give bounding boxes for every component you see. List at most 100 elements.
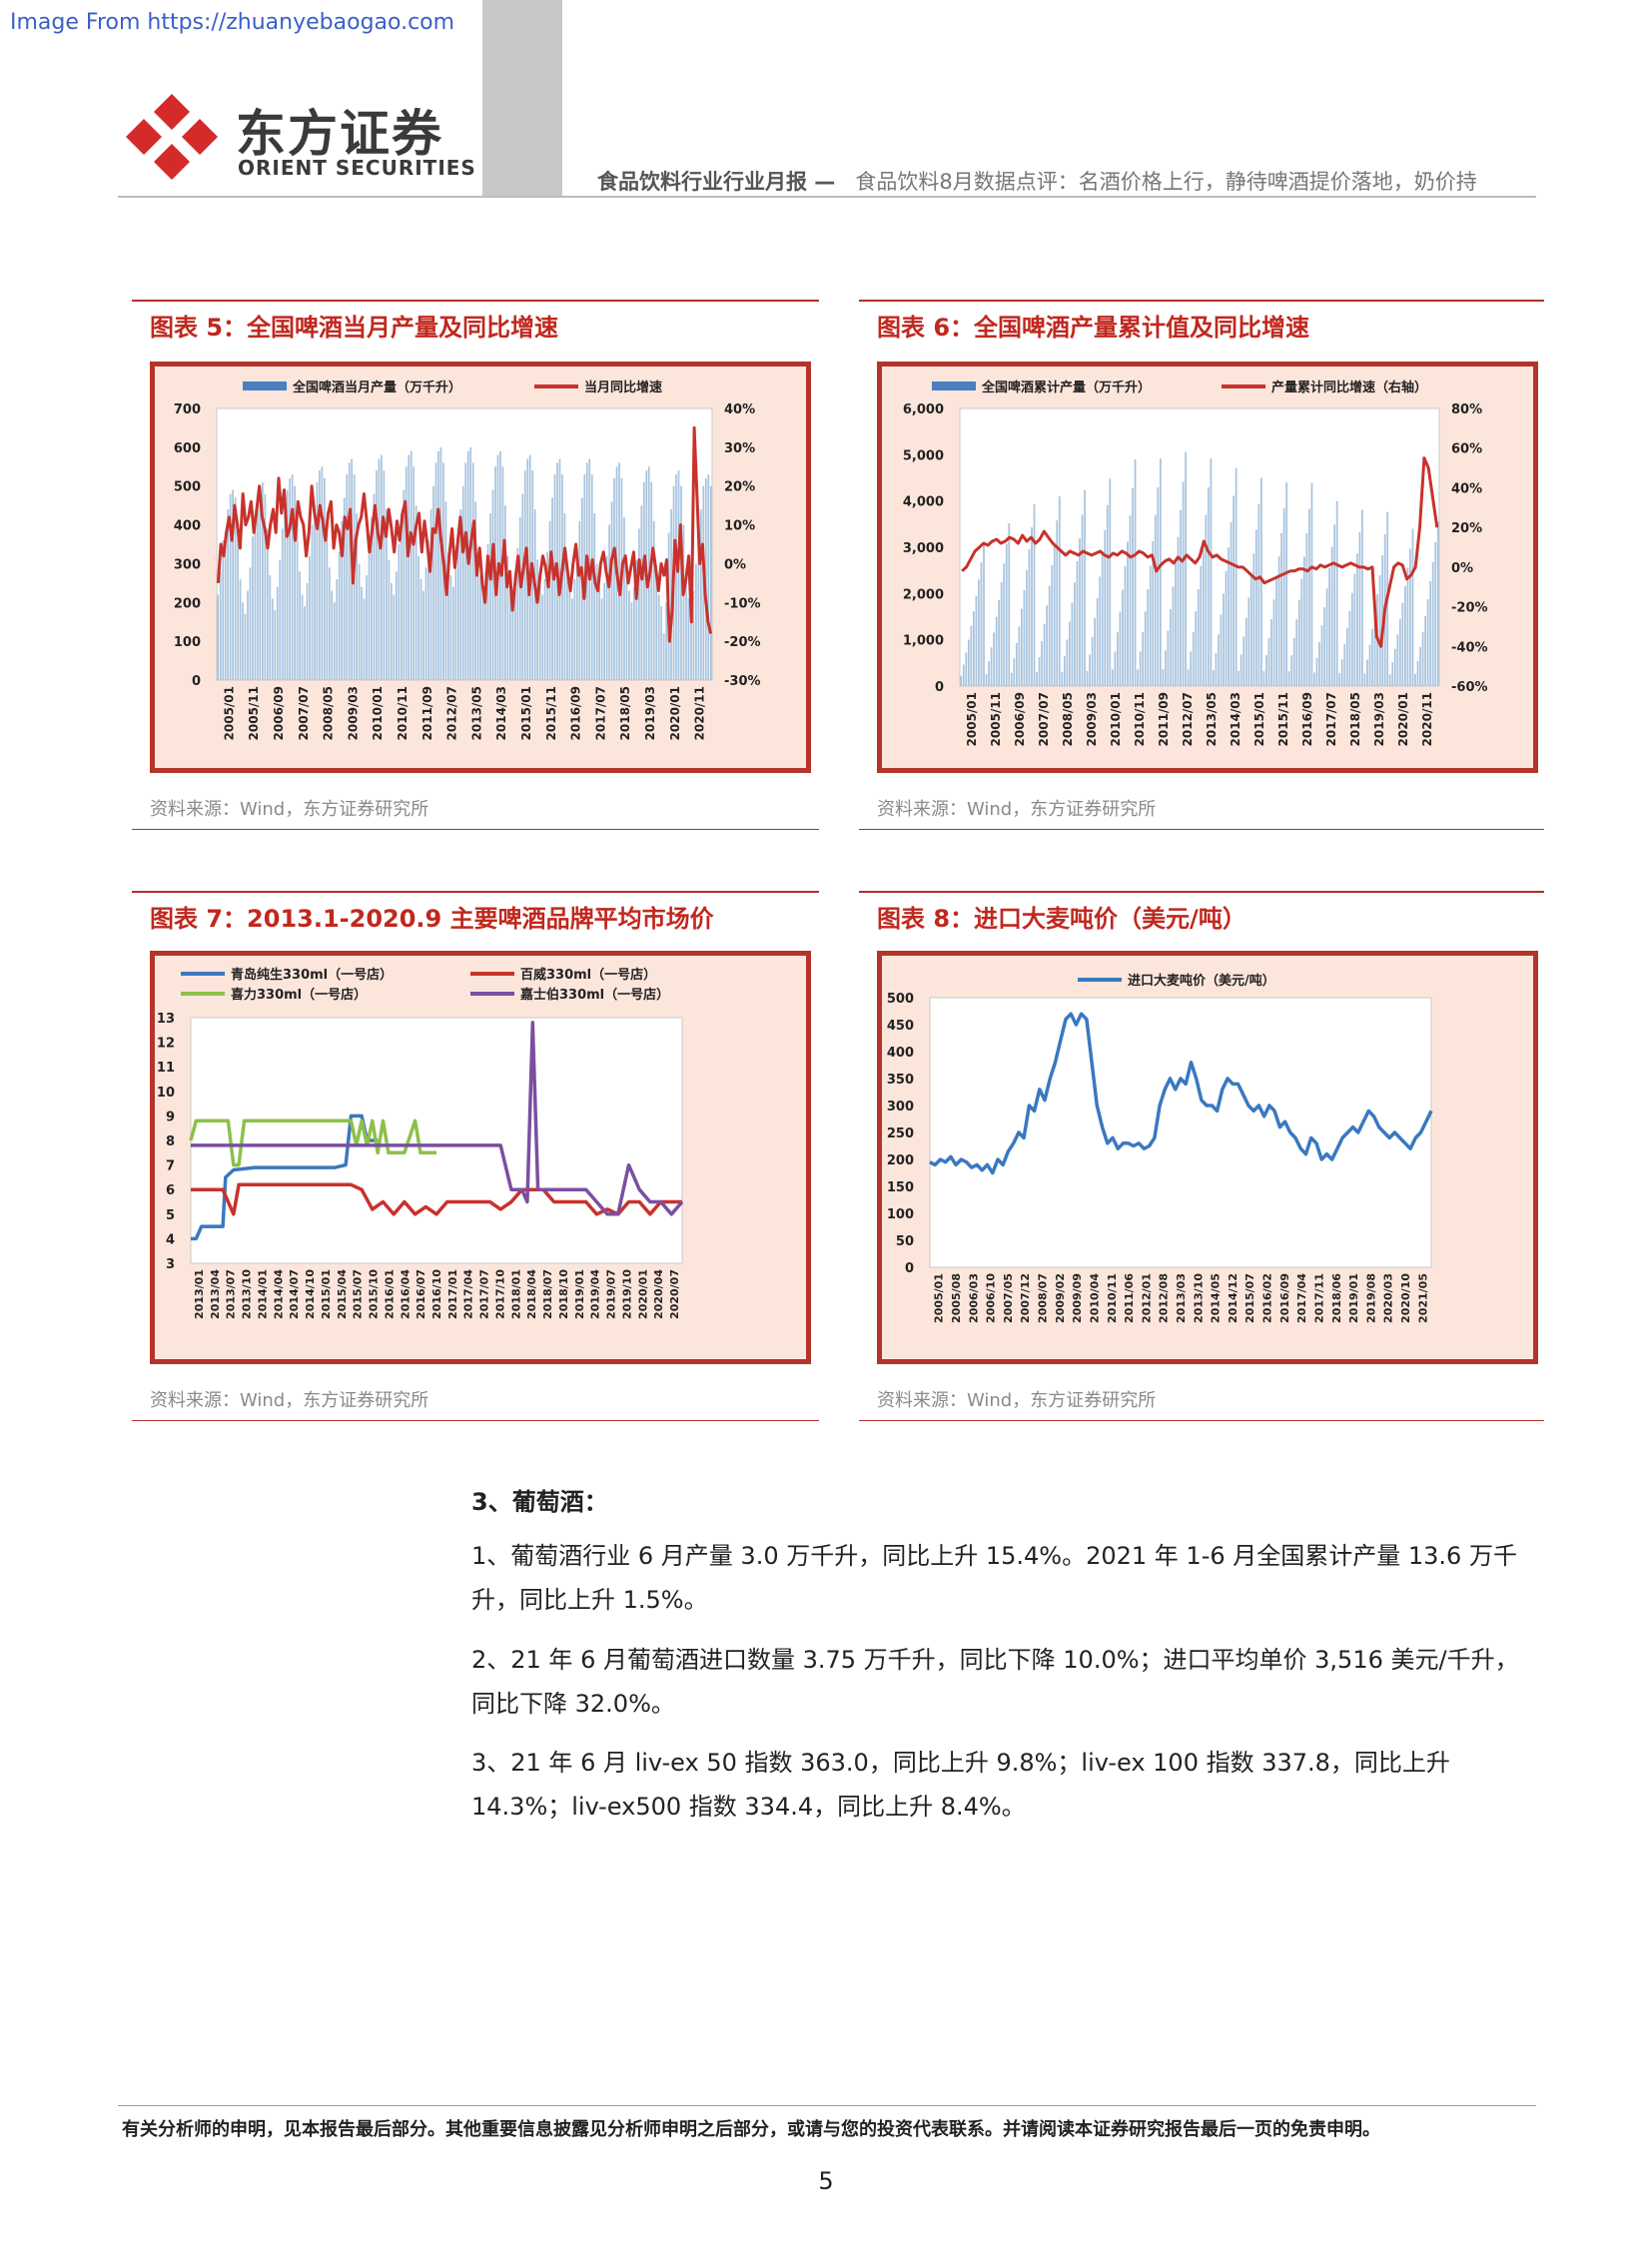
fig5-bar	[590, 474, 593, 680]
fig6-bar	[967, 639, 970, 686]
fig7-x-tick-label: 2015/10	[368, 1269, 381, 1319]
fig5-x-tick-label: 2007/07	[297, 686, 311, 740]
fig5-x-tick-label: 2006/09	[272, 686, 286, 740]
fig6-bar	[1409, 548, 1411, 686]
fig5-bar	[363, 598, 366, 680]
fig5-bar	[660, 606, 663, 680]
fig5-y-left-tick-label: 700	[174, 402, 201, 417]
fig7-x-tick-label: 2018/07	[541, 1269, 554, 1319]
fig5-bar	[276, 586, 279, 680]
fig6-bar	[1101, 553, 1104, 686]
fig5-bar	[281, 528, 284, 680]
fig5-bar	[605, 555, 608, 680]
fig6-bar	[993, 632, 995, 686]
fig5-bar	[398, 544, 401, 680]
fig5-legend-growth: 当月同比增速	[584, 379, 662, 395]
fig5-bar	[699, 509, 702, 680]
fig5-bar	[319, 470, 321, 680]
fig5-bar	[224, 532, 227, 680]
fig7-y-tick-label: 4	[166, 1232, 175, 1247]
fig5-bar	[459, 509, 462, 680]
fig7-x-tick-label: 2018/01	[509, 1269, 522, 1319]
fig7-x-tick-label: 2019/04	[589, 1269, 602, 1319]
fig6-bar	[1411, 528, 1414, 686]
fig5-bar	[419, 578, 422, 680]
fig6-growth-line	[961, 456, 1439, 648]
fig5-bar	[509, 578, 511, 680]
source-banner[interactable]: Image From https://zhuanyebaogao.com	[10, 10, 455, 35]
fig6-bar	[1330, 546, 1333, 686]
fig6-bar	[1345, 628, 1348, 686]
fig5-bar	[219, 571, 222, 680]
fig6-bar	[1033, 503, 1036, 686]
fig5-bar	[447, 551, 449, 680]
fig6-bar	[1003, 563, 1006, 686]
fig6-bar	[962, 664, 965, 686]
fig5-bar	[434, 462, 437, 680]
fig5-bar	[677, 470, 680, 680]
fig7-legend-3: 喜力330ml（一号店）	[231, 987, 367, 1003]
fig6-bar	[1247, 597, 1250, 686]
fig6-y-right-tick-label: -20%	[1451, 601, 1488, 616]
fig5-bar	[662, 633, 665, 680]
fig8-x-tick-label: 2015/07	[1243, 1273, 1256, 1323]
fig6-bar	[1129, 515, 1132, 686]
header-gray-block	[482, 0, 562, 197]
fig7-x-tick-label: 2013/10	[241, 1269, 254, 1319]
fig7-x-tick-label: 2019/10	[620, 1269, 633, 1319]
report-title: 食品饮料8月数据点评：名酒价格上行，静待啤酒提价落地，奶价持	[855, 170, 1477, 194]
fig5-bar	[563, 512, 566, 680]
fig5-bar	[548, 520, 551, 680]
fig8-x-tick-label: 2020/03	[1382, 1273, 1395, 1323]
fig5-y-left-tick-label: 500	[174, 480, 201, 495]
fig6-bar	[1426, 598, 1429, 686]
fig5-bar	[331, 590, 334, 680]
fig5-bar	[289, 477, 292, 680]
report-header-title: 食品饮料行业行业月报 — 食品饮料8月数据点评：名酒价格上行，静待啤酒提价落地，…	[597, 166, 1477, 196]
fig6-bar	[1008, 522, 1011, 686]
fig5-bar	[294, 485, 296, 680]
fig5-bar	[566, 563, 568, 680]
fig5-y-right-tick-label: -10%	[724, 596, 761, 611]
fig5-bar	[333, 602, 336, 680]
fig6-bar	[1137, 669, 1139, 686]
fig6-bar	[1434, 542, 1437, 686]
fig6-bar	[1038, 657, 1041, 686]
fig6-legend-growth: 产量累计同比增速（右轴）	[1271, 379, 1427, 395]
fig6-bar	[998, 599, 1001, 686]
fig7-x-tick-label: 2015/07	[352, 1269, 365, 1319]
fig5-bar	[371, 516, 373, 680]
fig5-bar	[422, 590, 424, 680]
fig6-bar	[995, 616, 998, 686]
fig6-bar	[1134, 458, 1137, 686]
fig8-x-tick-label: 2018/06	[1330, 1273, 1343, 1323]
fig6-bar	[1436, 521, 1439, 686]
fig7-y-tick-label: 8	[166, 1134, 175, 1149]
fig5-bar	[573, 578, 576, 680]
fig5-bar	[504, 505, 506, 680]
fig6-y-right-tick-label: 0%	[1451, 561, 1473, 576]
company-logo: 东方证券 ORIENT SECURITIES	[120, 90, 479, 185]
fig5-bar	[551, 497, 553, 680]
fig5-bar	[381, 454, 383, 680]
fig5-bar	[378, 458, 381, 680]
fig5-bar	[536, 559, 539, 680]
fig5-bar	[279, 559, 282, 680]
fig6-bar	[1195, 611, 1198, 686]
fig6-bar	[1086, 670, 1089, 686]
fig5-x-tick-label: 2010/01	[371, 686, 385, 740]
fig6-bar	[965, 652, 968, 686]
fig8-chart: 进口大麦吨价（美元/吨） 500 450 400 350 300 250 200 150 100 5…	[877, 951, 1538, 1364]
fig6-bar	[1305, 533, 1308, 686]
fig6-bar	[1378, 575, 1381, 686]
fig8-y-tick-label: 350	[887, 1073, 914, 1088]
fig5-bar	[489, 512, 491, 680]
fig7-series-line-1	[191, 1114, 379, 1241]
fig6-bar	[1366, 659, 1368, 686]
fig6-bar	[1333, 524, 1336, 686]
fig6-x-tick-label: 2010/11	[1133, 692, 1147, 746]
fig6-bar	[1218, 634, 1220, 686]
fig6-bar	[1280, 532, 1282, 686]
fig6-bar	[1079, 538, 1081, 686]
fig8-x-tick-label: 2009/09	[1071, 1273, 1084, 1323]
